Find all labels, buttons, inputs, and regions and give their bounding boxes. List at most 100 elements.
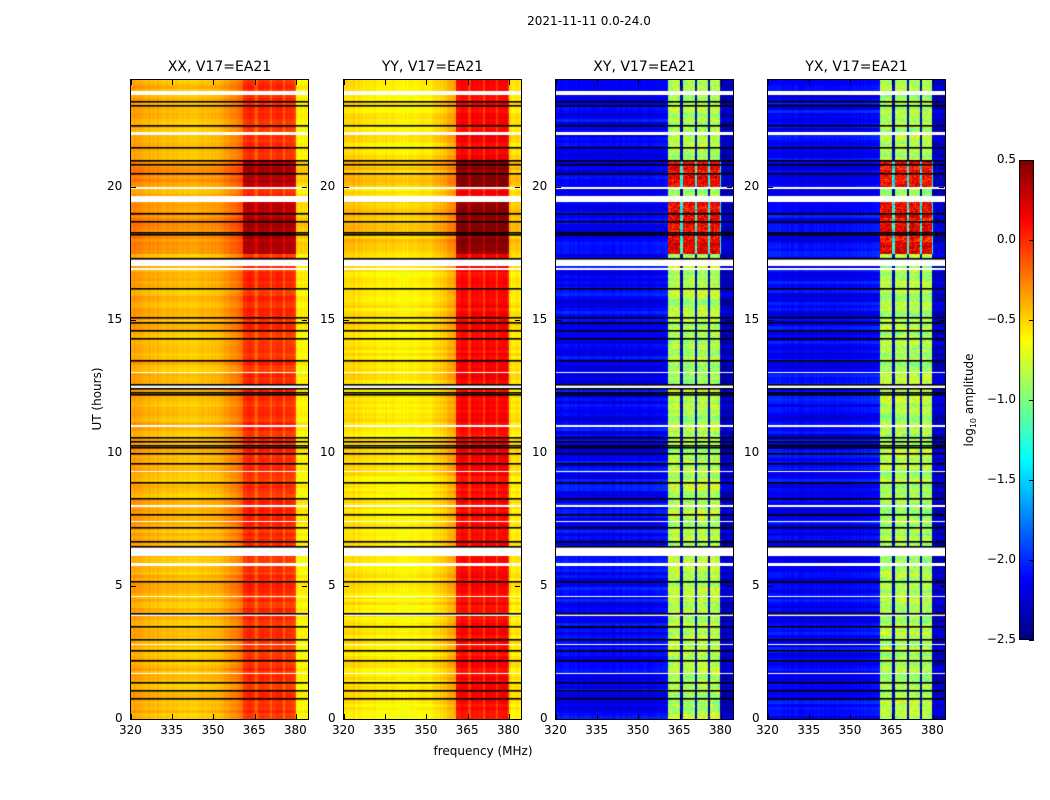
y-tick-label: 15 [107,311,123,326]
x-tick-mark [295,80,297,85]
colorbar-tick-mark [1029,320,1034,321]
y-axis-label: UT (hours) [90,367,104,431]
x-tick-mark [850,714,852,719]
y-tick-mark [131,452,136,454]
colorbar-tick-label: −1.5 [986,472,1016,486]
y-tick-label: 5 [115,577,123,592]
colorbar-label-prefix: log [961,428,976,447]
x-tick-label: 380 [496,723,520,737]
x-tick-mark [679,714,681,719]
x-tick-mark [172,80,174,85]
x-tick-label: 335 [160,723,184,737]
y-tick-label: 20 [320,178,336,193]
y-tick-label: 10 [744,444,760,459]
panel-title: YX, V17=EA21 [805,59,908,75]
colorbar-tick-mark [1029,240,1034,241]
y-tick-mark [939,719,944,720]
spectrogram-panel-xy [555,79,734,720]
colorbar-label-suffix: amplitude [961,353,976,418]
y-tick-mark [302,452,307,454]
x-tick-mark [556,80,557,85]
y-tick-mark [768,186,773,188]
x-tick-mark [344,714,345,719]
x-tick-mark [213,80,215,85]
colorbar-tick-mark [1029,400,1034,401]
x-tick-label: 335 [585,723,609,737]
spectrogram-panel-yx [767,79,946,720]
y-tick-mark [768,319,773,321]
x-tick-label: 335 [373,723,397,737]
y-tick-label: 0 [540,711,548,725]
y-tick-label: 5 [752,577,760,592]
colorbar-tick-label: −2.0 [986,552,1016,566]
x-tick-mark [679,80,681,85]
x-tick-mark [932,714,934,719]
x-tick-label: 320 [119,723,142,737]
panel-title: XY, V17=EA21 [593,59,696,75]
colorbar [1019,160,1034,640]
y-tick-mark [302,719,307,720]
y-tick-mark [556,585,561,587]
y-tick-label: 0 [328,711,336,725]
y-tick-label: 10 [532,444,548,459]
x-tick-mark [344,80,345,85]
colorbar-tick-mark [1029,480,1034,481]
x-tick-mark [426,714,428,719]
y-tick-label: 15 [532,311,548,326]
y-tick-mark [344,585,349,587]
x-tick-label: 350 [414,723,438,737]
y-tick-mark [939,186,944,188]
x-tick-label: 320 [756,723,779,737]
y-tick-mark [344,719,349,720]
y-tick-mark [344,452,349,454]
y-tick-mark [727,452,732,454]
y-tick-mark [556,719,561,720]
x-tick-mark [720,714,722,719]
x-tick-label: 380 [283,723,307,737]
colorbar-tick-mark [1029,160,1034,161]
x-tick-mark [131,80,132,85]
y-tick-mark [556,319,561,321]
y-tick-mark [515,719,520,720]
y-tick-label: 10 [320,444,336,459]
y-tick-mark [556,186,561,188]
y-tick-mark [768,452,773,454]
y-tick-mark [515,452,520,454]
heatmap-image [768,80,945,719]
panel-title: YY, V17=EA21 [381,59,484,75]
x-tick-mark [809,714,811,719]
x-tick-mark [508,714,510,719]
y-tick-mark [768,585,773,587]
x-tick-mark [131,714,132,719]
y-tick-mark [131,719,136,720]
spectrogram-panel-yy [343,79,522,720]
colorbar-tick-label: 0.0 [996,232,1016,246]
y-tick-label: 0 [115,711,123,725]
x-tick-label: 365 [667,723,691,737]
heatmap-image [131,80,308,719]
x-tick-mark [295,714,297,719]
heatmap-image [556,80,733,719]
spectrogram-panel-xx [130,79,309,720]
y-tick-mark [302,319,307,321]
x-tick-mark [720,80,722,85]
x-tick-mark [426,80,428,85]
heatmap-image [344,80,521,719]
y-tick-mark [344,186,349,188]
x-tick-label: 320 [544,723,567,737]
x-tick-mark [385,80,387,85]
x-tick-label: 380 [920,723,944,737]
x-tick-mark [597,80,599,85]
x-tick-mark [254,80,256,85]
colorbar-tick-label: 0.5 [996,152,1016,166]
y-tick-mark [939,585,944,587]
y-tick-label: 20 [532,178,548,193]
x-tick-mark [891,80,893,85]
x-tick-mark [213,714,215,719]
y-tick-label: 15 [744,311,760,326]
x-tick-mark [467,714,469,719]
y-tick-mark [727,186,732,188]
y-tick-label: 10 [107,444,123,459]
y-tick-mark [939,319,944,321]
y-tick-label: 20 [107,178,123,193]
